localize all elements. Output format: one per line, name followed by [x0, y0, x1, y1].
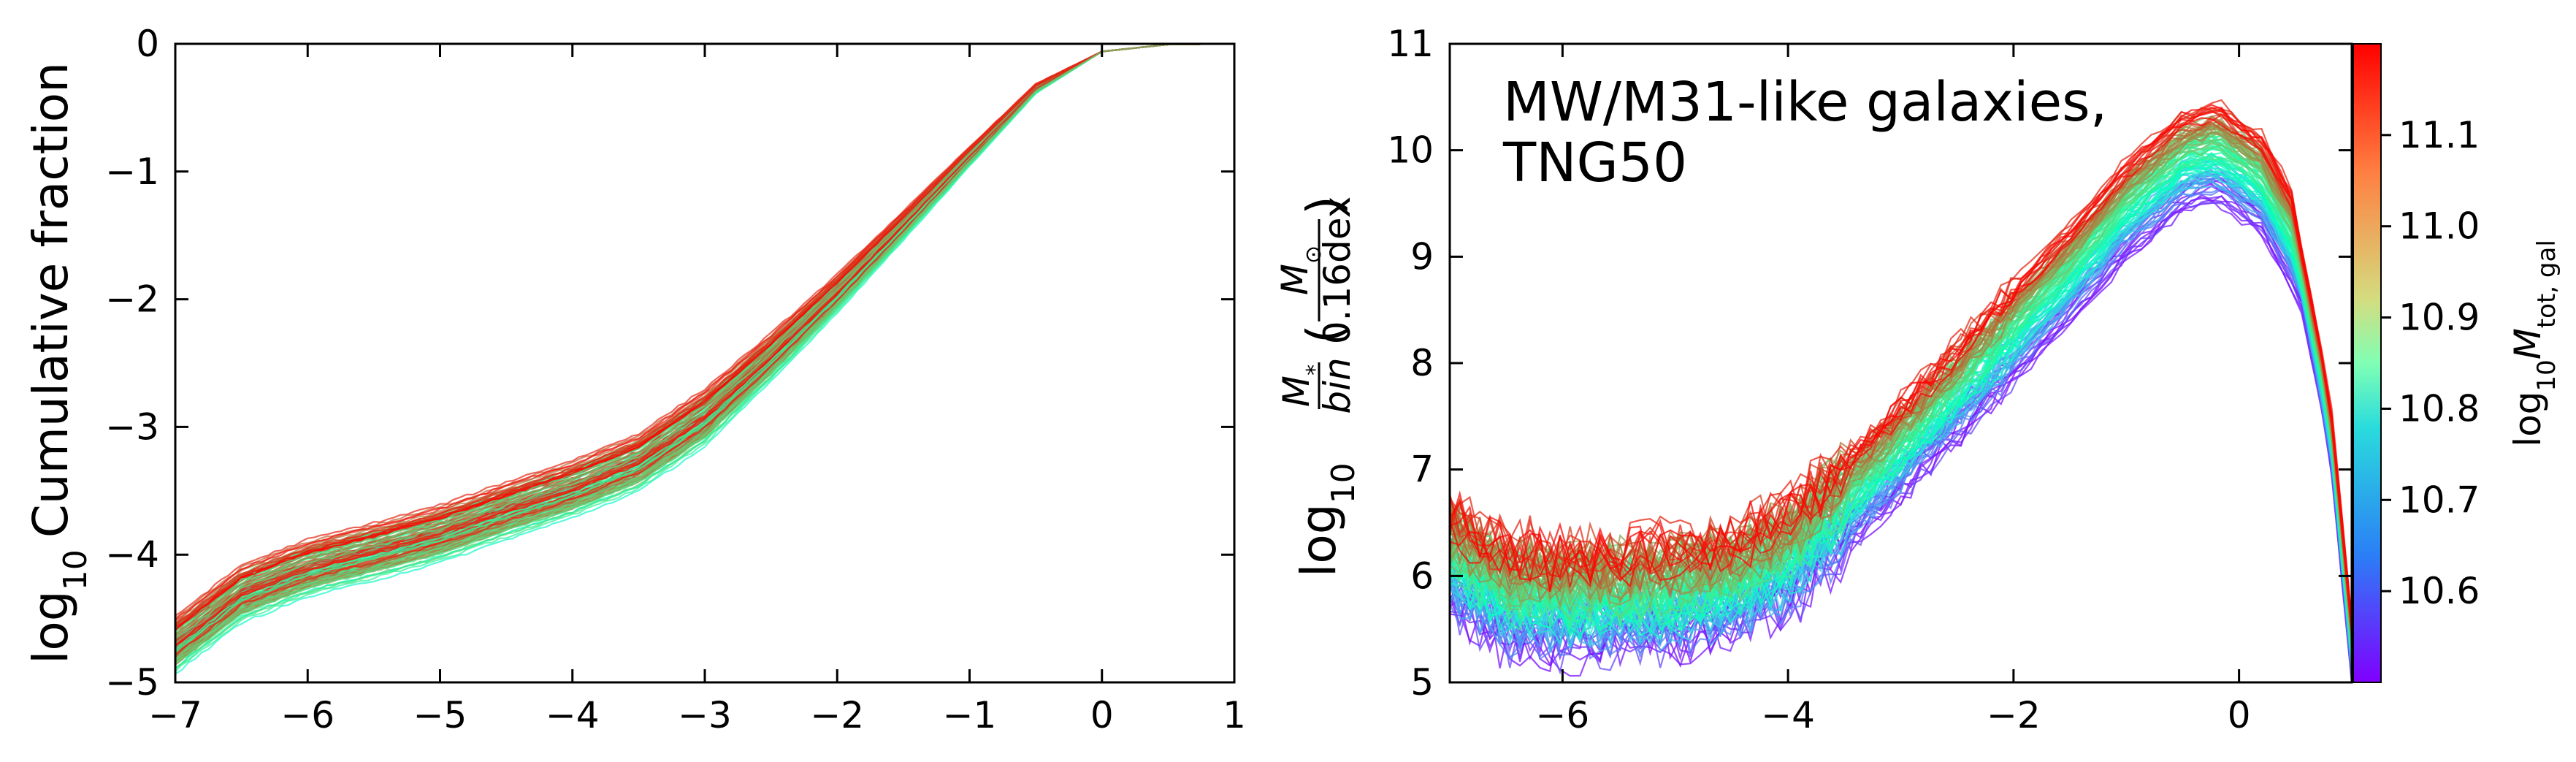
left-series-line — [175, 44, 1234, 622]
right-series-line — [1450, 159, 2352, 652]
left-series-line — [175, 44, 1234, 647]
right-series-line — [1450, 156, 2352, 655]
right-ylabel-paren-den: 0.16dex — [1316, 197, 1358, 345]
left-series-line — [175, 44, 1234, 621]
x-tick-label: −6 — [1536, 694, 1590, 736]
annotation-line-2: TNG50 — [1502, 132, 1687, 194]
y-tick-label: −5 — [105, 661, 159, 704]
y-tick-label: 5 — [1410, 661, 1434, 704]
left-series-line — [175, 44, 1234, 617]
y-tick-label: 11 — [1387, 23, 1434, 65]
left-ylabel: log10 Cumulative fraction — [23, 62, 94, 664]
right-series-line — [1450, 99, 2352, 622]
right-ylabel-paren-close: ) — [1296, 196, 1353, 215]
x-tick-label: −1 — [943, 694, 997, 736]
right-series-line — [1450, 113, 2352, 633]
colorbar-label-main: M — [2507, 328, 2549, 359]
colorbar-tick-label: 10.7 — [2399, 479, 2480, 521]
left-series-group — [175, 44, 1234, 675]
x-tick-label: 1 — [1223, 694, 1246, 736]
x-tick-label: 0 — [1090, 694, 1114, 736]
left-panel: −7 −6 −5 −4 −3 −2 −1 0 10−1−2−3−4−5 log10Cumulat… — [23, 23, 1246, 736]
right-series-group — [1450, 99, 2352, 682]
right-ylabel-frac-num-sub: * — [1302, 365, 1328, 376]
right-ylabel-frac-den: bin — [1316, 357, 1358, 414]
left-ylabel-log: log — [23, 590, 79, 664]
svg-text:M⊙: M⊙ — [1274, 245, 1326, 295]
colorbar-tick-label: 10.6 — [2399, 570, 2480, 612]
right-series-line — [1450, 169, 2352, 660]
x-tick-label: −6 — [280, 694, 335, 736]
right-ticks-group: −6 −4 −2 0 5 6 7 8 9 10 11 — [1387, 23, 2352, 736]
svg-text:M*: M* — [1275, 365, 1328, 407]
right-ylabel-log: log — [1291, 503, 1347, 577]
y-tick-label: −2 — [105, 278, 159, 321]
svg-text:log10: log10 — [1291, 462, 1362, 577]
right-series-line — [1450, 201, 2352, 677]
y-tick-label: 9 — [1410, 235, 1434, 278]
x-tick-label: −5 — [413, 694, 467, 736]
colorbar-tick-label: 10.9 — [2399, 297, 2480, 339]
colorbar-label-log: log — [2507, 392, 2549, 447]
colorbar-label-main-sub: tot, gal — [2532, 240, 2561, 328]
y-tick-label: 7 — [1410, 449, 1434, 491]
y-tick-label: −4 — [105, 533, 159, 576]
y-tick-label: 6 — [1410, 555, 1434, 597]
colorbar-label: log10Mtot, gal — [2507, 240, 2561, 447]
colorbar-tick-label: 11.1 — [2399, 114, 2480, 156]
colorbar-label-sub: 10 — [2532, 359, 2561, 391]
y-tick-label: −3 — [105, 405, 159, 448]
left-series-line — [175, 44, 1234, 673]
right-series-line — [1450, 167, 2352, 655]
right-series-line — [1450, 104, 2352, 622]
x-tick-label: −2 — [1987, 694, 2041, 736]
x-tick-label: −7 — [148, 694, 202, 736]
right-series-line — [1450, 202, 2352, 682]
left-ylabel-text: Cumulative fraction — [23, 62, 79, 538]
right-ylabel-frac-num: M — [1275, 376, 1318, 407]
y-tick-label: 8 — [1410, 342, 1434, 384]
left-ylabel-sub: 10 — [57, 549, 94, 590]
colorbar-tick-label: 11.0 — [2399, 205, 2480, 248]
right-panel: −6 −4 −2 0 5 6 7 8 9 10 11 MW/M31-like galaxies, T… — [1274, 23, 2561, 736]
colorbar-ticks-group: 10.6 10.7 10.8 10.9 11.0 11.1 — [2381, 114, 2480, 612]
colorbar: 10.6 10.7 10.8 10.9 11.0 11.1 log10Mtot, gal — [2353, 43, 2561, 683]
x-tick-label: −4 — [546, 694, 600, 736]
colorbar-gradient — [2353, 43, 2382, 683]
y-tick-label: −1 — [105, 151, 159, 193]
colorbar-tick-label: 10.8 — [2399, 387, 2480, 430]
right-ylabel-paren-num-sub: ⊙ — [1301, 245, 1326, 264]
right-series-line — [1450, 110, 2352, 625]
right-ylabel-paren-num: M — [1274, 264, 1316, 295]
right-series-line — [1450, 180, 2352, 671]
right-series-line — [1450, 130, 2352, 643]
right-ylabel-sub: 10 — [1325, 462, 1362, 503]
left-series-line — [175, 44, 1234, 626]
right-series-line — [1450, 117, 2352, 634]
x-tick-label: −2 — [810, 694, 864, 736]
left-ticks-group: −7 −6 −5 −4 −3 −2 −1 0 1 0 −1 −2 −3 −4 −5 — [105, 23, 1246, 736]
annotation-line-1: MW/M31-like galaxies, — [1503, 71, 2107, 134]
y-tick-label: 0 — [136, 23, 159, 65]
x-tick-label: −4 — [1761, 694, 1815, 736]
x-tick-label: −3 — [678, 694, 732, 736]
right-ylabel-paren-open: ( — [1296, 324, 1353, 343]
right-ylabel: log10 M* bin ( M⊙ 0.16dex ) — [1274, 196, 1362, 577]
right-series-line — [1450, 131, 2352, 641]
y-tick-label: 10 — [1387, 129, 1434, 172]
x-tick-label: 0 — [2228, 694, 2251, 736]
left-series-line — [175, 44, 1234, 662]
